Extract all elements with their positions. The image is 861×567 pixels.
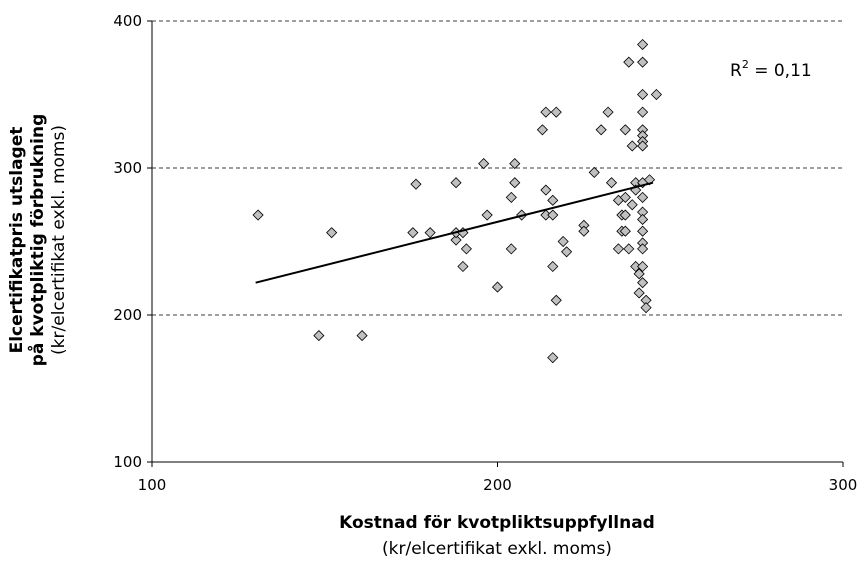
point xyxy=(637,243,649,255)
point xyxy=(637,140,649,152)
x-tick-label: 200 xyxy=(483,476,512,494)
point xyxy=(540,106,552,118)
point xyxy=(626,199,638,211)
point xyxy=(637,191,649,203)
point xyxy=(547,352,559,364)
point xyxy=(356,330,368,342)
point xyxy=(457,260,469,273)
x-tick-label: 300 xyxy=(829,476,858,494)
point xyxy=(460,243,472,255)
point xyxy=(450,234,462,246)
point xyxy=(619,209,631,221)
x-tick-label: 100 xyxy=(138,476,167,494)
r2-label: R2 = 0,11 xyxy=(730,58,812,81)
trendline xyxy=(255,181,654,284)
point xyxy=(619,191,631,203)
point xyxy=(637,106,649,118)
point xyxy=(602,106,614,118)
point xyxy=(557,235,569,248)
point xyxy=(637,213,649,226)
point xyxy=(547,260,559,273)
x-label-sub: (kr/elcertifikat exkl. moms) xyxy=(382,539,612,559)
point xyxy=(650,88,662,101)
point xyxy=(550,294,562,306)
point xyxy=(547,209,559,221)
point xyxy=(637,56,649,68)
point xyxy=(407,227,419,239)
point xyxy=(505,191,517,203)
point xyxy=(633,268,645,280)
point xyxy=(547,194,559,206)
point xyxy=(640,302,652,314)
x-label: Kostnad för kvotpliktsuppfyllnad xyxy=(339,513,655,533)
point xyxy=(509,177,521,189)
y-label-line: på kvotpliktig förbrukning xyxy=(26,114,48,367)
point xyxy=(637,88,649,101)
point xyxy=(424,227,436,239)
point xyxy=(491,281,504,293)
point xyxy=(637,38,649,51)
y-tick-label: 300 xyxy=(113,159,142,177)
point xyxy=(588,166,600,178)
r2-base: R xyxy=(730,61,742,81)
point xyxy=(619,225,631,237)
point xyxy=(536,124,548,136)
point xyxy=(326,227,338,239)
point xyxy=(252,209,264,221)
y-tick-label: 400 xyxy=(113,12,142,30)
point xyxy=(509,158,521,170)
point xyxy=(481,209,493,221)
y-tick-label: 200 xyxy=(113,306,142,324)
point xyxy=(637,277,649,289)
point xyxy=(619,124,631,136)
y-label-line: (kr/elcertifikat exkl. moms) xyxy=(49,125,69,355)
point xyxy=(623,243,635,255)
point xyxy=(626,140,638,152)
point xyxy=(561,246,573,258)
point xyxy=(540,184,552,196)
point xyxy=(550,106,562,118)
point xyxy=(605,177,618,189)
point xyxy=(623,56,635,68)
point xyxy=(505,243,517,255)
r2-sup: 2 xyxy=(742,58,749,71)
point xyxy=(637,225,649,237)
y-tick-label: 100 xyxy=(113,453,142,471)
point xyxy=(478,158,490,170)
point xyxy=(612,243,624,255)
point xyxy=(595,124,607,136)
point xyxy=(633,287,645,299)
y-label: Elcertifikatpris utslaget på kvotpliktig… xyxy=(7,114,69,367)
r2-rest: = 0,11 xyxy=(749,61,812,81)
point xyxy=(578,225,590,237)
point xyxy=(637,260,649,273)
point xyxy=(313,330,325,342)
point xyxy=(410,178,422,190)
point xyxy=(450,177,462,189)
y-label-line: Elcertifikatpris utslaget xyxy=(7,127,27,354)
